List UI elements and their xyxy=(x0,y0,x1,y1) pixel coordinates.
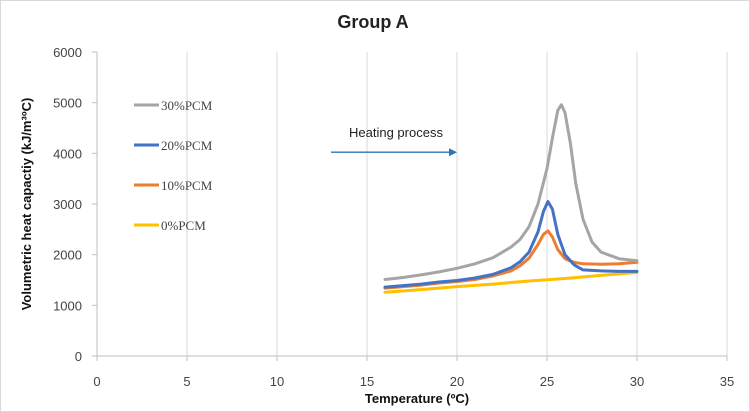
y-tick-label: 3000 xyxy=(53,197,82,212)
y-tick-label: 4000 xyxy=(53,146,82,161)
x-tick-label: 20 xyxy=(450,374,464,389)
y-tick-label: 0 xyxy=(75,349,82,364)
legend-label: 20%PCM xyxy=(161,138,213,153)
series-line-10-pct-pcm xyxy=(383,229,639,290)
heating-process-label: Heating process xyxy=(349,125,443,140)
chart-title: Group A xyxy=(337,12,408,32)
y-tick-labels: 0 1000 2000 3000 4000 5000 6000 xyxy=(53,45,82,364)
legend-label: 0%PCM xyxy=(161,218,206,233)
series-line-30-pct-pcm xyxy=(383,103,639,281)
series-line-20-pct-pcm xyxy=(383,200,639,289)
x-tick-label: 0 xyxy=(93,374,100,389)
x-tick-label: 30 xyxy=(630,374,644,389)
legend-label: 30%PCM xyxy=(161,98,213,113)
x-tick-labels: 0 5 10 15 20 25 30 35 xyxy=(93,374,734,389)
gridlines xyxy=(186,52,728,356)
legend-label: 10%PCM xyxy=(161,178,213,193)
y-tick-label: 6000 xyxy=(53,45,82,60)
x-tick-label: 10 xyxy=(270,374,284,389)
legend: 30%PCM 20%PCM 10%PCM 0%PCM xyxy=(134,98,213,233)
annotation: Heating process xyxy=(331,125,457,157)
series-line-0-pct-pcm xyxy=(383,270,639,294)
x-tick-label: 35 xyxy=(720,374,734,389)
x-tick-label: 5 xyxy=(183,374,190,389)
x-axis-title: Temperature (ºC) xyxy=(365,391,469,406)
x-tick-label: 25 xyxy=(540,374,554,389)
y-tick-label: 2000 xyxy=(53,248,82,263)
y-tick-label: 5000 xyxy=(53,96,82,111)
series-lines xyxy=(383,103,639,294)
y-tick-label: 1000 xyxy=(53,298,82,313)
heating-arrow-head xyxy=(449,148,457,157)
y-axis-title: Volumetric heat capactiy (kJ/m³ºC) xyxy=(19,98,34,311)
x-tick-label: 15 xyxy=(360,374,374,389)
axes xyxy=(92,51,728,361)
